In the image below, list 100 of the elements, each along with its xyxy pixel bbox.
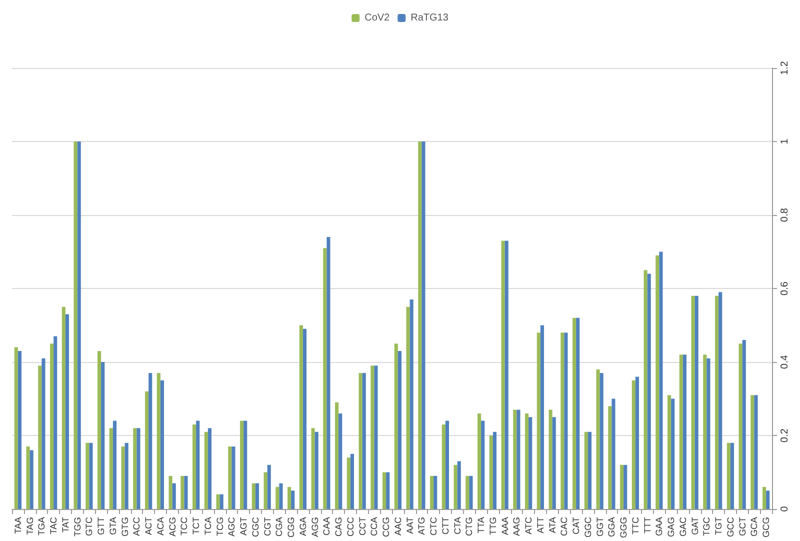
- bar: [54, 336, 58, 509]
- bar: [445, 420, 449, 509]
- bar: [362, 373, 366, 509]
- bar: [750, 395, 754, 509]
- x-tick-label: CTC: [428, 516, 439, 536]
- bar: [136, 428, 140, 509]
- bar: [691, 296, 695, 509]
- x-tick-label: AAC: [392, 516, 403, 536]
- x-tick-label: ATG: [416, 517, 427, 535]
- bar: [326, 237, 330, 509]
- x-tick-label: CCT: [357, 516, 368, 536]
- y-tick-label: 1.2: [780, 60, 790, 75]
- bar: [240, 420, 244, 509]
- bar: [311, 428, 315, 509]
- x-tick-label: TTA: [476, 517, 486, 534]
- x-tick-label: CCA: [369, 517, 380, 536]
- bar: [718, 292, 722, 509]
- bar: [302, 328, 306, 509]
- bar: [264, 472, 268, 509]
- bar: [489, 436, 493, 509]
- y-tick-label: 0.2: [780, 428, 790, 442]
- bar: [168, 476, 172, 509]
- bar: [180, 476, 184, 509]
- bar: [382, 472, 386, 509]
- bar: [216, 494, 220, 509]
- bar: [576, 318, 580, 509]
- bar: [86, 442, 90, 509]
- bar: [228, 446, 232, 509]
- bar: [299, 325, 303, 509]
- bar: [374, 366, 378, 509]
- bar: [742, 340, 746, 509]
- y-tick-label: 0.8: [780, 208, 790, 222]
- x-tick-label: AGG: [310, 517, 320, 538]
- bar: [124, 442, 128, 509]
- bar: [644, 270, 648, 509]
- bar: [288, 486, 292, 509]
- bar: [77, 142, 81, 509]
- bar: [703, 354, 707, 509]
- bar: [42, 358, 46, 509]
- x-tick-label: CGC: [250, 516, 260, 537]
- bar: [635, 376, 639, 509]
- bar: [112, 420, 116, 509]
- bar: [671, 398, 675, 509]
- x-tick-label: ATT: [535, 516, 546, 534]
- bar: [156, 373, 160, 509]
- bar: [647, 274, 651, 509]
- x-tick-label: ACA: [155, 517, 166, 536]
- bar: [536, 332, 540, 509]
- x-tick-label: GAA: [654, 517, 664, 536]
- x-tick-label: GCA: [749, 517, 760, 537]
- bar: [386, 472, 390, 509]
- bar: [145, 391, 149, 509]
- bar: [398, 350, 402, 509]
- x-tick-label: ATA: [547, 517, 558, 534]
- bar: [62, 306, 66, 509]
- x-tick-label: GGC: [582, 516, 593, 538]
- bar: [196, 420, 200, 509]
- bar: [208, 428, 212, 509]
- bar: [588, 432, 592, 509]
- bar: [584, 432, 588, 509]
- bar: [726, 442, 730, 509]
- bar: [418, 142, 422, 509]
- bar: [596, 369, 600, 509]
- x-tick-label: TAT: [60, 516, 70, 533]
- x-tick-label: ACC: [132, 516, 142, 536]
- bar: [314, 432, 318, 509]
- bar: [148, 373, 152, 509]
- x-tick-label: CAC: [559, 516, 570, 536]
- bar: [18, 350, 22, 509]
- y-tick-label: 0: [780, 506, 790, 512]
- bar: [30, 450, 34, 509]
- x-tick-label: GAG: [666, 517, 676, 538]
- x-tick-label: CGT: [262, 516, 272, 536]
- bar: [192, 424, 196, 509]
- x-tick-label: GTC: [84, 516, 94, 536]
- x-tick-label: CGA: [274, 517, 284, 537]
- x-tick-label: TCA: [202, 517, 213, 535]
- bar: [323, 248, 327, 509]
- x-tick-label: TTG: [488, 517, 498, 535]
- bar: [528, 417, 532, 509]
- x-tick-label: CGG: [286, 517, 296, 538]
- x-tick-label: CAT: [571, 516, 582, 534]
- legend-label: RaTG13: [410, 12, 449, 24]
- bar: [442, 424, 446, 509]
- x-tick-label: GCG: [761, 517, 772, 538]
- x-tick-label: TCT: [191, 516, 202, 534]
- bar: [492, 432, 496, 509]
- bar: [291, 490, 295, 509]
- bar: [410, 300, 414, 509]
- bar: [679, 354, 683, 509]
- x-tick-label: TGT: [714, 516, 724, 535]
- bar: [600, 373, 604, 509]
- bar: [754, 395, 758, 509]
- bar: [335, 402, 339, 509]
- bar: [358, 373, 362, 509]
- x-tick-label: AAT: [404, 516, 415, 534]
- x-tick-label: GTA: [108, 517, 118, 535]
- y-tick-label: 1: [780, 138, 790, 144]
- bar: [422, 142, 426, 509]
- bar: [65, 314, 69, 509]
